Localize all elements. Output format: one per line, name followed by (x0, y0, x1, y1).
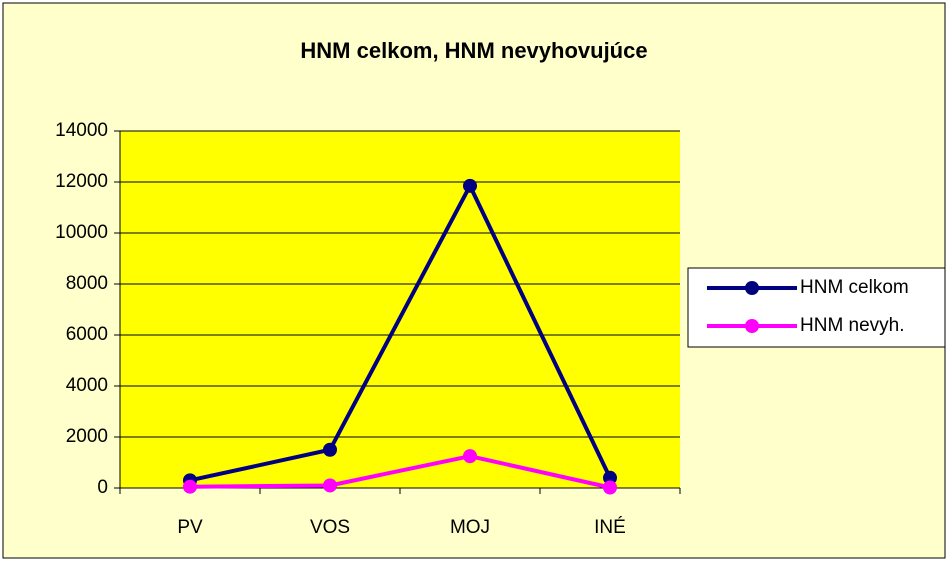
series-line (189, 181, 612, 483)
legend-box (687, 267, 946, 348)
y-tick-label: 6000 (66, 324, 108, 345)
chart-title: HNM celkom, HNM nevyhovujúce (300, 38, 647, 63)
y-tick-label: 10000 (55, 222, 108, 243)
y-tick-label: 12000 (55, 171, 108, 192)
data-point (463, 178, 477, 193)
series-line (189, 454, 611, 490)
data-point (463, 449, 477, 464)
plot-area (120, 131, 680, 488)
x-tick-label: MOJ (450, 517, 490, 538)
data-point (323, 442, 337, 457)
data-point (183, 479, 197, 494)
x-tick-label: VOS (310, 517, 350, 538)
y-tick-label: 2000 (66, 426, 108, 447)
data-point (603, 470, 617, 485)
data-point (603, 480, 617, 495)
legend-label: HNM celkom (800, 277, 909, 298)
legend-marker (745, 319, 759, 333)
legend-marker (745, 281, 759, 295)
y-tick-label: 4000 (66, 375, 108, 396)
y-tick-label: 0 (97, 477, 108, 498)
x-tick-label: INÉ (594, 517, 626, 538)
x-tick-label: PV (177, 517, 203, 538)
y-tick-label: 8000 (66, 273, 108, 294)
y-tick-label: 14000 (55, 120, 108, 141)
data-point (323, 478, 337, 493)
legend-label: HNM nevyh. (800, 315, 905, 336)
